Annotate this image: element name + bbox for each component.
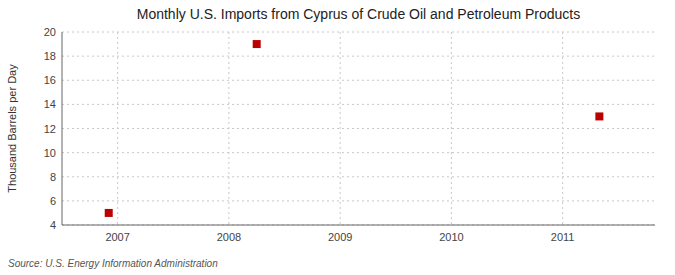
x-tick-label: 2009: [328, 231, 352, 243]
y-grid-line: [62, 32, 655, 33]
title: Monthly U.S. Imports from Cyprus of Crud…: [137, 6, 581, 22]
y-tick-label: 12: [44, 123, 56, 135]
source-annotation: Source: U.S. Energy Information Administ…: [8, 258, 218, 269]
y-tick-label: 20: [44, 26, 56, 38]
point: [253, 40, 261, 48]
y-tick-label: 10: [44, 147, 56, 159]
y-grid-line: [62, 104, 655, 105]
x-grid-line: [117, 32, 118, 225]
x-tick-label: 2007: [105, 231, 129, 243]
x-grid-line: [562, 32, 563, 225]
chart-svg: 4 6 8 10 12 14 16 18 20 2007 2008 2009 2010 2011 Month…: [0, 0, 675, 275]
x-tick-label: 2008: [217, 231, 241, 243]
y-tick-label: 4: [50, 219, 56, 231]
x-axis-line: [62, 225, 655, 226]
y-grid-line: [62, 152, 655, 153]
y-grid-line: [62, 225, 655, 226]
y-grid-line: [62, 80, 655, 81]
y-axis-line: [62, 32, 63, 225]
grid: [62, 32, 655, 225]
point: [595, 112, 603, 120]
y-tick-label: 6: [50, 195, 56, 207]
y-tick-label: 8: [50, 171, 56, 183]
y-grid-line: [62, 128, 655, 129]
x-tick-label: 2010: [439, 231, 463, 243]
point: [105, 209, 113, 217]
y-tick-label: 14: [44, 98, 56, 110]
y-grid-line: [62, 200, 655, 201]
y-tick-label: 16: [44, 74, 56, 86]
x-grid-line: [451, 32, 452, 225]
chart-container: 4 6 8 10 12 14 16 18 20 2007 2008 2009 2010 2011 Month…: [0, 0, 675, 275]
y-axis-label: Thousand Barrels per Day: [6, 64, 18, 193]
y-tick-label: 18: [44, 50, 56, 62]
points: [105, 40, 604, 217]
y-grid-line: [62, 176, 655, 177]
y-grid-line: [62, 56, 655, 57]
x-grid-line: [340, 32, 341, 225]
x-grid-line: [228, 32, 229, 225]
x-tick-label: 2011: [551, 231, 575, 243]
